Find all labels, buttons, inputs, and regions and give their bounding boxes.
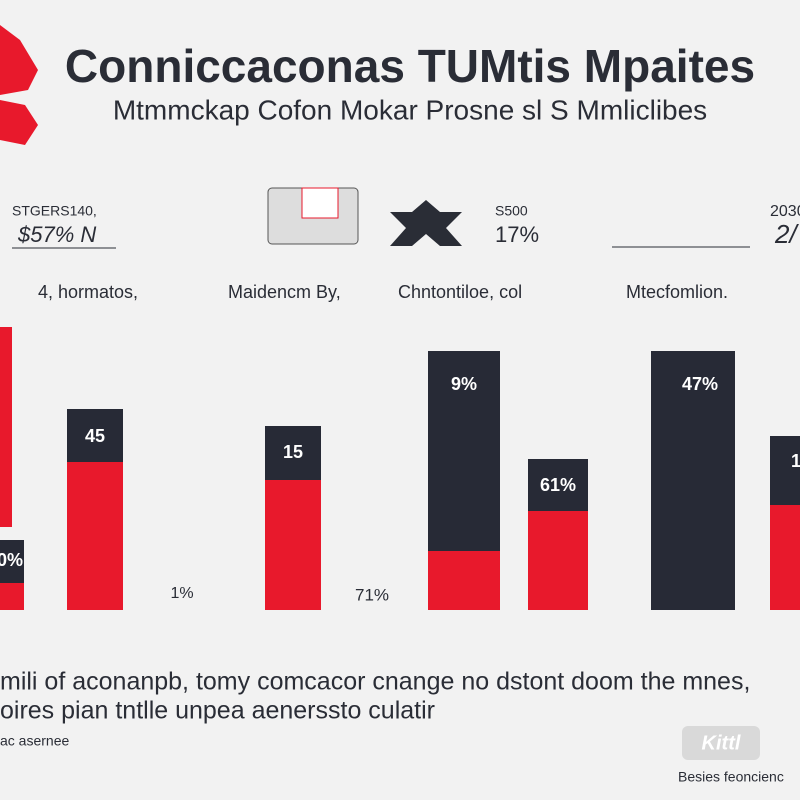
- bar-red: [0, 583, 24, 610]
- bar-dark: [0, 540, 24, 583]
- stat-label: STGERS140,: [12, 203, 97, 219]
- below-label: 1%: [170, 585, 193, 602]
- bar-dark: [67, 409, 123, 462]
- bar-dark: [651, 351, 735, 610]
- bar-label: 61%: [540, 475, 576, 495]
- bar-red: [528, 511, 588, 610]
- section-label: Mtecfomlion.: [626, 282, 728, 302]
- bars: [0, 327, 800, 610]
- bar-red: [67, 462, 123, 610]
- bar-red: [0, 327, 12, 527]
- stat-label: S500: [495, 203, 528, 219]
- badge-text: Kittl: [702, 732, 741, 754]
- bar-dark: [265, 426, 321, 480]
- subtitle: Mtmmckap Cofon Mokar Prosne sl S Mmlicli…: [113, 94, 707, 125]
- section-label: Maidencm By,: [228, 282, 341, 302]
- footer-note: ac asernee: [0, 733, 69, 749]
- section-label: Chntontiloe, col: [398, 282, 522, 302]
- bar-red: [428, 551, 500, 610]
- credit: Besies feoncienc: [678, 769, 784, 785]
- below-label: 71%: [355, 585, 389, 604]
- stat-label: 2030: [770, 203, 800, 220]
- bar-label: 15: [283, 442, 303, 462]
- title: Conniccaconas TUMtis Mpaites: [65, 40, 755, 92]
- footer-line: oires pian tntlle unpea aenerssto culati…: [0, 697, 435, 725]
- bar-label: 9%: [451, 374, 477, 394]
- section-label: 4, hormatos,: [38, 282, 138, 302]
- badge: [682, 726, 760, 760]
- corner-shape: [0, 25, 38, 145]
- bar-dark: [770, 436, 800, 505]
- icon-cross: [390, 200, 462, 246]
- bar-label: 45: [85, 426, 105, 446]
- bar-red: [770, 505, 800, 610]
- bar-label: 0%: [0, 550, 23, 570]
- stat-value: $57% N: [17, 222, 96, 247]
- bar-label: 47%: [682, 374, 718, 394]
- bar-dark: [428, 351, 500, 551]
- bar-red: [265, 480, 321, 610]
- bar-label: 1: [791, 451, 800, 471]
- stat-value: 2/: [774, 219, 799, 249]
- bar-dark: [528, 459, 588, 511]
- stat-value: 17%: [495, 222, 539, 247]
- footer-line: mili of aconanpb, tomy comcacor cnange n…: [0, 668, 750, 696]
- icon-screen: [301, 187, 339, 219]
